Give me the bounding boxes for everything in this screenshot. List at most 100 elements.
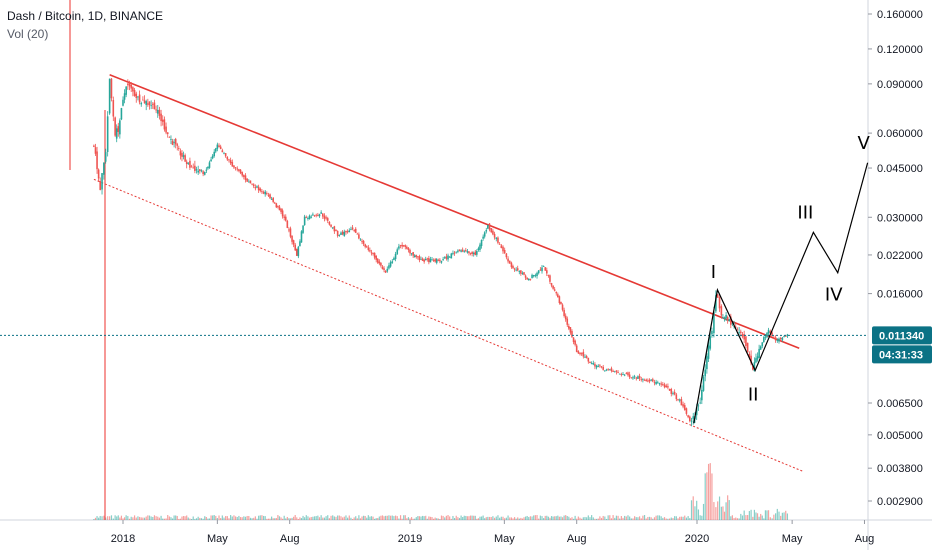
time-axis: 2018 May Aug 2019 May Aug 2020 May Aug xyxy=(111,520,874,545)
candle-body xyxy=(549,275,551,282)
volume-bar xyxy=(622,517,624,520)
volume-bar xyxy=(428,516,430,520)
candle-body xyxy=(642,379,644,380)
candle-body xyxy=(270,199,273,200)
volume-bar xyxy=(377,517,379,520)
candle-body xyxy=(476,250,478,255)
candle-body xyxy=(618,373,621,375)
volume-bar xyxy=(609,515,611,520)
candle-body xyxy=(560,301,562,305)
volume-bar xyxy=(165,518,167,520)
volume-bar xyxy=(171,518,174,520)
volume-bar xyxy=(591,515,593,520)
candle-body xyxy=(663,384,666,388)
volume-bar xyxy=(315,516,317,520)
candle-body xyxy=(331,227,334,229)
candle-body xyxy=(192,167,195,169)
candle-body xyxy=(214,148,217,152)
candle-body xyxy=(153,102,156,110)
volume-bar xyxy=(679,516,681,520)
candle-body xyxy=(182,155,185,157)
volume-bar xyxy=(162,518,164,520)
volume-bar xyxy=(199,517,201,520)
volume-bar xyxy=(178,518,180,520)
volume-bar xyxy=(586,517,588,520)
volume-bar xyxy=(767,510,770,520)
volume-bar xyxy=(704,473,706,520)
wave-label-ii: II xyxy=(748,384,759,405)
volume-bar xyxy=(181,516,183,520)
volume-bar xyxy=(437,518,439,520)
candle-body xyxy=(723,317,726,320)
volume-bar xyxy=(226,516,228,520)
volume-bar xyxy=(466,516,468,520)
candle-body xyxy=(138,94,141,103)
volume-bar xyxy=(566,516,568,520)
candle-body xyxy=(278,206,281,211)
candle-body xyxy=(94,147,97,154)
candle-body xyxy=(97,169,100,179)
candle-body xyxy=(587,357,590,362)
volume-bar xyxy=(574,515,576,520)
volume-bar xyxy=(220,518,222,520)
volume-bar xyxy=(743,510,745,520)
candle-body xyxy=(555,291,558,294)
candle-body xyxy=(292,240,295,245)
volume-bar xyxy=(325,516,327,520)
candle-body xyxy=(690,420,693,422)
volume-bar xyxy=(783,512,785,520)
volume-bar xyxy=(648,516,651,520)
candle-body xyxy=(769,331,772,334)
volume-bar xyxy=(549,517,551,520)
candle-body xyxy=(580,353,583,355)
candle-body xyxy=(612,370,614,372)
volume-bar xyxy=(262,515,265,520)
candle-body xyxy=(566,318,569,325)
volume-bar xyxy=(318,517,321,520)
candle-body xyxy=(541,267,543,272)
volume-bar xyxy=(476,518,478,520)
candle-body xyxy=(375,255,377,260)
volume-bar xyxy=(471,515,473,520)
candle-body xyxy=(600,366,603,368)
candle-body xyxy=(127,83,129,85)
candle-body xyxy=(695,407,698,416)
volume-bar xyxy=(518,518,520,520)
volume-bar xyxy=(170,517,172,520)
volume-bar xyxy=(563,515,565,520)
volume-bar xyxy=(595,518,598,520)
volume-bar xyxy=(288,518,290,520)
volume-bar xyxy=(218,515,220,520)
volume-bar xyxy=(517,517,519,520)
candle-body xyxy=(202,171,204,175)
candle-body xyxy=(364,244,366,247)
volume-bar xyxy=(130,516,132,520)
volume-bar xyxy=(223,517,225,520)
volume-bar xyxy=(521,518,524,520)
volume-bar xyxy=(304,517,306,520)
volume-bar xyxy=(176,515,178,520)
candle-body xyxy=(439,259,441,262)
volume-bar xyxy=(285,518,287,520)
candle-body xyxy=(571,331,573,337)
candle-body xyxy=(685,408,688,414)
volume-bar xyxy=(189,518,191,520)
volume-bar xyxy=(557,515,559,520)
volume-bar xyxy=(579,517,581,520)
candle-body xyxy=(310,216,313,218)
volume-bar xyxy=(500,516,502,520)
volume-bar xyxy=(317,515,319,520)
candle-body xyxy=(367,247,370,250)
volume-bar xyxy=(634,516,636,520)
candle-body xyxy=(147,103,149,105)
volume-bar xyxy=(786,513,789,520)
candle-body xyxy=(213,151,216,156)
volume-bar xyxy=(604,516,606,520)
volume-bar xyxy=(264,516,266,520)
volume-bar xyxy=(615,515,618,520)
candle-body xyxy=(445,256,448,259)
candle-body xyxy=(239,169,242,174)
volume-bar xyxy=(202,518,204,520)
